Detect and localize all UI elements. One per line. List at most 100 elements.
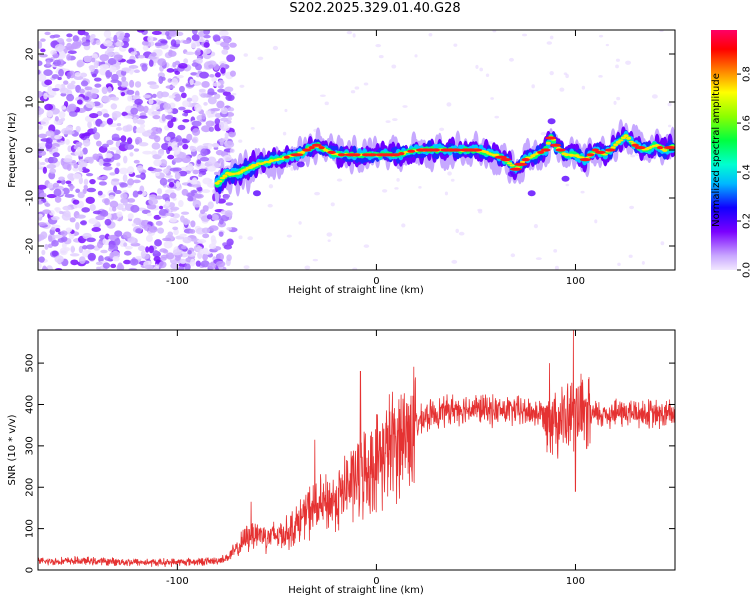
noise-blob [48, 124, 56, 133]
noise-blob [66, 163, 72, 171]
noise-speckle [363, 244, 370, 248]
noise-blob [201, 125, 211, 133]
ridge-peak [545, 136, 556, 140]
noise-blob [151, 142, 161, 150]
ridge-peak [663, 146, 675, 150]
noise-speckle [458, 231, 465, 236]
noise-blob [96, 240, 104, 249]
noise-blob [83, 178, 89, 186]
noise-speckle [533, 223, 538, 229]
noise-blob [38, 133, 48, 139]
ridge-band-5 [662, 149, 668, 152]
noise-blob [40, 161, 46, 166]
noise-blob [111, 153, 121, 160]
noise-blob [215, 149, 224, 156]
noise-blob [44, 203, 51, 207]
noise-blob [40, 138, 51, 142]
noise-blob [169, 192, 177, 199]
noise-blob [207, 165, 216, 172]
noise-blob [44, 103, 54, 111]
noise-blob [127, 213, 134, 220]
noise-blob [211, 143, 220, 148]
noise-blob [54, 134, 63, 140]
noise-blob [114, 167, 120, 175]
noise-blob [136, 165, 144, 172]
ridge-band-5 [602, 153, 608, 156]
ridge-peak [302, 148, 312, 152]
noise-blob [116, 122, 122, 127]
spectrogram-y-tick-label: 0 [25, 147, 36, 153]
noise-blob [81, 207, 91, 213]
noise-blob [70, 80, 76, 85]
noise-blob [86, 91, 92, 96]
noise-blob [178, 266, 185, 270]
ridge-peak [365, 153, 378, 157]
noise-blob [157, 149, 165, 157]
snr-y-tick-label: 200 [25, 478, 36, 497]
ridge-patch [507, 171, 516, 177]
noise-blob [229, 148, 235, 154]
noise-blob [151, 30, 162, 36]
noise-blob [127, 178, 135, 186]
noise-blob [208, 126, 214, 132]
spectrogram-y-tick-label: 20 [25, 48, 36, 61]
noise-blob [138, 115, 148, 119]
noise-blob [41, 249, 46, 256]
noise-blob [168, 181, 175, 188]
noise-blob [48, 235, 53, 242]
noise-blob [102, 238, 111, 246]
spectrogram-x-tick-label: -100 [166, 276, 189, 287]
noise-blob [178, 199, 184, 208]
noise-blob [120, 91, 126, 97]
noise-blob [173, 147, 182, 153]
noise-blob [77, 191, 85, 199]
noise-blob [178, 62, 188, 69]
noise-blob [65, 180, 72, 185]
noise-blob [199, 71, 210, 79]
ridge-peak [500, 158, 512, 162]
noise-speckle [450, 178, 455, 182]
noise-blob [159, 248, 168, 253]
noise-blob [165, 114, 174, 120]
noise-speckle [475, 64, 479, 69]
noise-speckle [559, 87, 565, 92]
noise-blob [228, 131, 235, 137]
noise-blob [226, 226, 232, 231]
noise-speckle [375, 44, 382, 48]
noise-blob [89, 178, 96, 185]
ridge-peak [398, 152, 405, 156]
noise-blob [229, 70, 236, 77]
noise-blob [98, 234, 106, 240]
noise-blob [143, 264, 154, 270]
noise-blob [123, 155, 128, 164]
noise-blob [38, 161, 42, 169]
snr-x-tick-label: 0 [373, 576, 379, 587]
ridge-band-5 [219, 176, 225, 180]
noise-speckle [286, 234, 292, 238]
noise-blob [109, 147, 119, 151]
noise-speckle [326, 232, 333, 237]
noise-blob [146, 204, 157, 210]
noise-blob [137, 245, 146, 252]
noise-blob [83, 96, 90, 101]
noise-blob [210, 235, 216, 243]
noise-blob [153, 159, 162, 167]
noise-blob [198, 168, 208, 173]
noise-blob [63, 80, 69, 85]
noise-blob [89, 35, 94, 44]
ridge-peak [352, 153, 361, 157]
noise-blob [130, 204, 140, 213]
noise-blob [127, 95, 133, 102]
noise-speckle [617, 262, 621, 266]
noise-blob [215, 260, 226, 268]
noise-blob [133, 217, 142, 226]
noise-blob [108, 244, 115, 250]
noise-blob [154, 239, 162, 247]
noise-blob [64, 130, 75, 135]
noise-blob [78, 256, 86, 265]
noise-blob [38, 125, 43, 130]
noise-blob [46, 163, 57, 169]
noise-blob [89, 65, 95, 73]
noise-blob [173, 93, 182, 102]
noise-blob [198, 37, 206, 43]
